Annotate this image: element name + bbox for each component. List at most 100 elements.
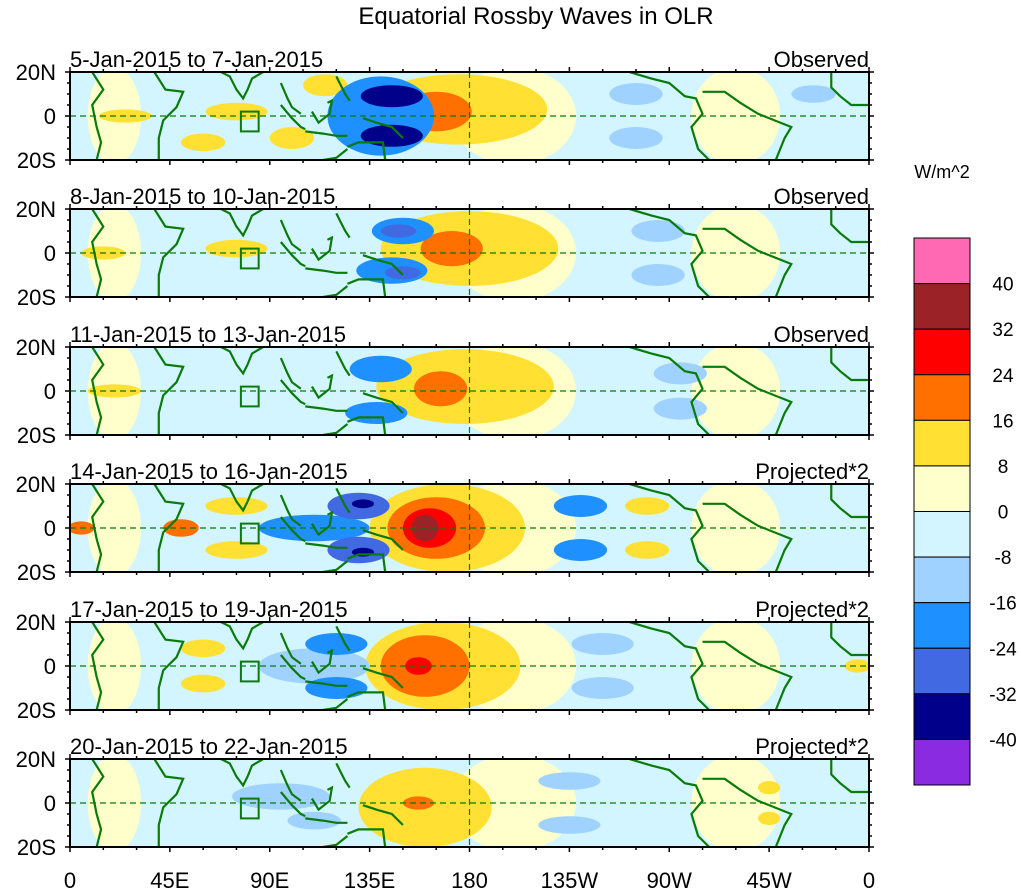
colorbar-swatch <box>913 602 971 649</box>
colorbar-tick-label: 8 <box>998 457 1009 478</box>
coastline <box>153 759 185 847</box>
coastline <box>279 632 302 665</box>
x-tick-label: 90E <box>250 868 289 890</box>
coastline <box>362 392 404 414</box>
anomaly-contour <box>345 402 408 424</box>
coastline <box>362 254 404 276</box>
panel-type-label: Projected*2 <box>755 597 869 622</box>
coastline <box>220 484 264 513</box>
panel-date-label: 17-Jan-2015 to 19-Jan-2015 <box>70 597 348 622</box>
anomaly-contour <box>351 499 375 509</box>
anomaly-contour <box>758 811 781 826</box>
coastline <box>702 502 793 572</box>
coastline <box>310 373 334 400</box>
coastline <box>347 553 387 572</box>
y-tick-label: 0 <box>44 516 56 541</box>
anomaly-contour <box>553 495 608 517</box>
x-tick-label: 135E <box>344 868 395 890</box>
coastline <box>280 241 306 268</box>
coastline <box>310 785 334 812</box>
anomaly-contour <box>553 539 608 561</box>
coastline <box>830 347 869 382</box>
coastline <box>153 72 185 160</box>
colorbar-tick-label: 40 <box>992 275 1013 296</box>
coastline <box>335 75 351 102</box>
panel-date-label: 14-Jan-2015 to 16-Jan-2015 <box>70 459 348 484</box>
colorbar-swatch <box>913 419 971 467</box>
y-tick-label: 20S <box>17 148 56 173</box>
coastline <box>362 529 404 551</box>
anomaly-contour <box>609 127 663 149</box>
anomaly-contour <box>205 541 268 559</box>
anomaly-contour <box>180 674 226 693</box>
anomaly-contour <box>538 816 601 834</box>
coastline <box>347 141 387 160</box>
coastline <box>305 542 348 549</box>
coastline <box>305 680 348 687</box>
anomaly-contour <box>653 362 707 385</box>
x-tick-label: 180 <box>451 868 488 890</box>
anomaly-contour <box>538 772 601 790</box>
colorbar-swatch <box>913 328 971 376</box>
panel-date-label: 20-Jan-2015 to 22-Jan-2015 <box>70 734 348 759</box>
coastline <box>335 212 351 239</box>
anomaly-contour <box>414 371 468 407</box>
coastline <box>347 691 387 710</box>
coastline <box>702 365 793 435</box>
panel-type-label: Projected*2 <box>755 734 869 759</box>
map-panel: 20N 0 20S 8-Jan-2015 to 10-Jan-2015 Observed <box>16 184 874 310</box>
anomaly-contour <box>420 231 483 267</box>
coastline <box>280 379 306 406</box>
coastline <box>153 484 185 572</box>
x-tick-label: 90W <box>647 868 692 890</box>
coastline <box>280 654 306 681</box>
y-tick-label: 20S <box>17 285 56 310</box>
colorbar-tick-label: 24 <box>992 366 1014 387</box>
anomaly-contour <box>571 633 634 655</box>
coastline <box>280 791 306 818</box>
coastline <box>347 416 387 435</box>
coastline <box>220 622 264 651</box>
anomaly-contour <box>791 85 836 103</box>
anomaly-contour <box>405 657 432 675</box>
anomaly-contour <box>360 85 423 108</box>
anomaly-contour <box>624 497 670 515</box>
y-tick-label: 20N <box>16 60 56 85</box>
panel-type-label: Projected*2 <box>755 459 869 484</box>
colorbar: W/m^2 40 32 24 16 8 0 -8 -16 -24 -32 -40 <box>913 162 1017 786</box>
y-tick-label: 0 <box>44 791 56 816</box>
coastline <box>279 357 302 390</box>
y-tick-label: 20N <box>16 197 56 222</box>
map-panel: 20N 0 20S 20-Jan-2015 to 22-Jan-2015 Project… <box>16 734 874 860</box>
coastline <box>830 484 869 519</box>
anomaly-contour <box>180 133 226 152</box>
colorbar-swatch <box>913 374 971 421</box>
coastline <box>335 625 351 652</box>
panel-type-label: Observed <box>774 184 869 209</box>
coastline <box>335 350 351 377</box>
coastline <box>628 759 710 847</box>
region-box <box>239 797 260 820</box>
y-tick-label: 20N <box>16 610 56 635</box>
y-tick-label: 0 <box>44 104 56 129</box>
coastline <box>279 494 302 527</box>
anomaly-contour <box>385 266 421 280</box>
coastline <box>280 104 306 131</box>
y-tick-label: 20N <box>16 335 56 360</box>
colorbar-swatch <box>913 465 971 512</box>
anomaly-contour <box>380 224 417 238</box>
colorbar-swatch <box>913 647 971 695</box>
coastline <box>153 209 185 297</box>
coastline <box>305 405 348 412</box>
coastline <box>362 117 404 139</box>
chart-title: Equatorial Rossby Waves in OLR <box>358 3 713 30</box>
x-tick-label: 0 <box>64 868 76 890</box>
anomaly-contour <box>303 74 348 97</box>
anomaly-contour <box>758 781 781 795</box>
y-tick-label: 0 <box>44 241 56 266</box>
anomaly-contour <box>402 796 434 810</box>
colorbar-swatch <box>913 511 971 558</box>
region-box <box>239 385 260 408</box>
